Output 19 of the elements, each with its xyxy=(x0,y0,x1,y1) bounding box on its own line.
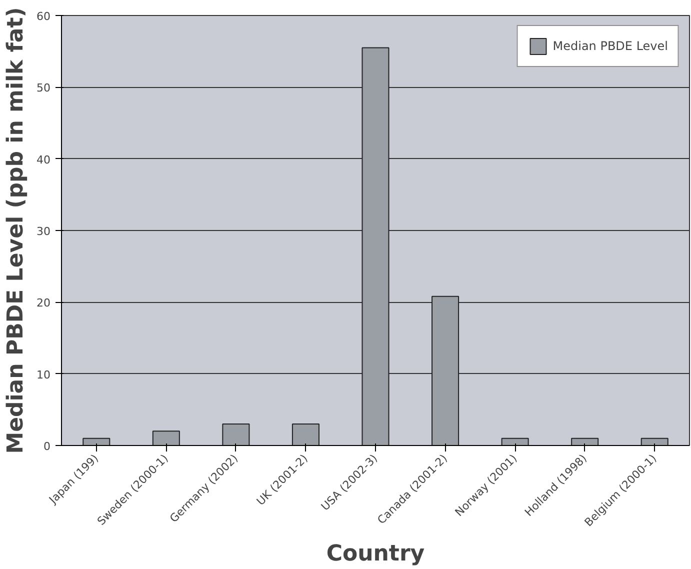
y-tick-label: 40 xyxy=(36,153,51,166)
y-tick-label: 0 xyxy=(44,440,50,453)
bar xyxy=(571,438,599,446)
bar xyxy=(501,438,529,446)
bar xyxy=(292,424,320,446)
y-axis-title: Median PBDE Level (ppb in milk fat) xyxy=(4,7,29,454)
bar xyxy=(640,438,668,446)
y-tick-label: 20 xyxy=(36,296,51,310)
bar xyxy=(152,430,180,446)
bar xyxy=(362,47,390,446)
y-tick-label: 50 xyxy=(36,82,51,95)
y-tick-label: 60 xyxy=(36,10,51,23)
y-tick-label: 10 xyxy=(36,368,51,382)
bar xyxy=(432,296,460,446)
bar xyxy=(222,424,250,446)
legend-label: Median PBDE Level xyxy=(552,39,668,53)
bar xyxy=(82,438,110,446)
y-tick-label: 30 xyxy=(36,225,51,238)
x-axis-title: Country xyxy=(326,542,425,567)
